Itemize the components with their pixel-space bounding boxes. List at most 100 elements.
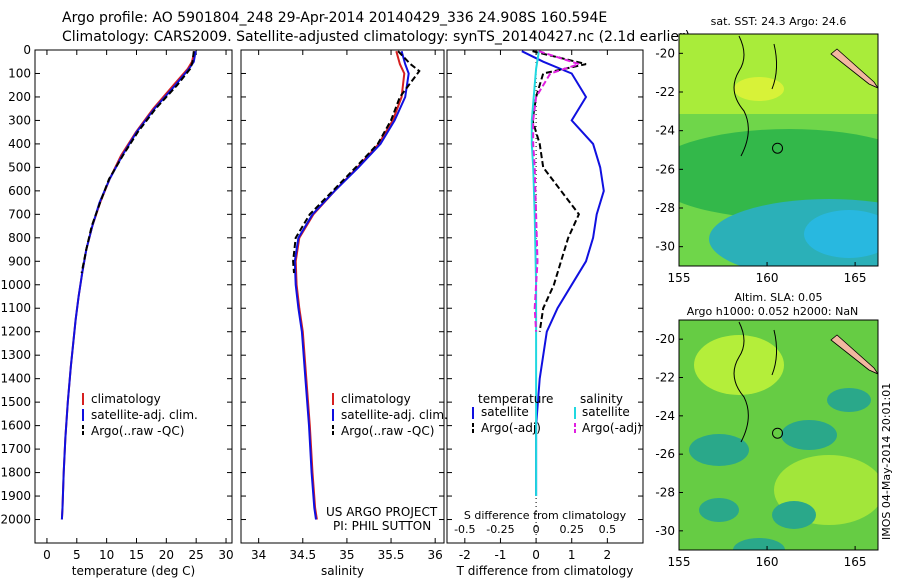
y-tick-label: 1400 <box>0 372 31 386</box>
y-tick-label: 1300 <box>0 348 31 362</box>
y-tick-label: 1100 <box>0 301 31 315</box>
sla-low-eddy <box>781 420 837 450</box>
sla-low-eddy <box>689 434 749 466</box>
map-y-tick-label: -22 <box>655 371 675 385</box>
x-tick-label: 0 <box>43 548 51 562</box>
sst-warm-band <box>679 34 878 114</box>
legend-label: satellite <box>582 405 630 419</box>
x-tick-label: 35.5 <box>378 548 405 562</box>
y-tick-label: 700 <box>8 207 31 221</box>
legend-label: Argo(-adj) <box>582 421 642 435</box>
map-y-tick-label: -22 <box>655 85 675 99</box>
legend-label: Argo(..raw -QC) <box>91 424 184 438</box>
x-tick-label: 0 <box>532 548 540 562</box>
sla-low-eddy <box>827 388 871 412</box>
legend-label: Argo(-adj) <box>481 421 541 435</box>
map-title: Altim. SLA: 0.05 <box>734 291 822 304</box>
y-tick-label: 200 <box>8 90 31 104</box>
y-tick-label: 1700 <box>0 442 31 456</box>
x-tick-label: 5 <box>73 548 81 562</box>
map-y-tick-label: -26 <box>655 162 675 176</box>
series-group <box>60 50 197 520</box>
y-tick-label: 100 <box>8 66 31 80</box>
sla-low-eddy <box>772 501 816 529</box>
x-tick-label: 15 <box>129 548 144 562</box>
sla-low-eddy <box>699 498 739 522</box>
map-y-tick-label: -24 <box>655 409 675 423</box>
map-y-tick-label: -28 <box>655 486 675 500</box>
land-mass <box>830 48 878 89</box>
map-panel-2: 155 160 165 -20 -22 -24 -26 -28 -30 Altim. SLA: 0… <box>655 291 879 569</box>
x2-axis-label: S difference from climatology <box>464 509 627 522</box>
series-line-argo--adj- <box>532 50 583 332</box>
bathymetry-contour <box>733 321 749 443</box>
map-y-tick-label: -26 <box>655 447 675 461</box>
chart-title-line1: Argo profile: AO 5901804_248 29-Apr-2014… <box>62 10 608 26</box>
y-tick-label: 900 <box>8 254 31 268</box>
map-x-tick-label: 165 <box>844 271 867 285</box>
pi-annotation: PI: PHIL SUTTON <box>333 519 431 533</box>
profile-panel-3: -2 -1 0 1 2 T difference from climatology -0.5… <box>446 49 644 578</box>
series-line-satellite-adj--clim- <box>293 50 410 520</box>
map-y-tick-label: -30 <box>655 240 675 254</box>
x2-tick-label: 0 <box>533 523 540 536</box>
x-tick-label: 20 <box>159 548 174 562</box>
map-frame <box>678 33 879 267</box>
panel-frame <box>240 49 445 544</box>
x-axis-label: salinity <box>321 564 364 578</box>
map-y-tick-label: -20 <box>655 46 675 60</box>
legend-label: climatology <box>341 392 411 406</box>
y-tick-label: 1600 <box>0 419 31 433</box>
map-x-tick-label: 160 <box>756 555 779 569</box>
legend-header: salinity <box>580 392 623 406</box>
profile-panel-2: 34 34.5 35 35.5 36 salinity climatology satelli… <box>240 49 448 578</box>
y-tick-label: 1900 <box>0 489 31 503</box>
series-line-satellite <box>530 51 540 496</box>
x-tick-label: 35 <box>339 548 354 562</box>
sla-high-patch <box>694 335 784 395</box>
x-tick-label: 30 <box>218 548 233 562</box>
bathymetry-contour <box>771 329 778 376</box>
series-line-satellite <box>521 50 605 496</box>
float-location-marker <box>772 142 784 154</box>
panel-frame <box>446 49 644 544</box>
x2-tick-label: 0.5 <box>599 523 617 536</box>
x-tick-label: 1 <box>568 548 576 562</box>
sst-cold-patch <box>804 210 878 258</box>
map-y-tick-label: -30 <box>655 524 675 538</box>
sst-yellow-patch <box>734 77 784 101</box>
series-group <box>292 50 421 520</box>
y-tick-label: 1200 <box>0 325 31 339</box>
y-tick-label: 400 <box>8 137 31 151</box>
map-field <box>679 34 878 266</box>
land-mass <box>830 334 878 375</box>
panel-frame <box>34 49 233 544</box>
map-x-tick-label: 160 <box>756 271 779 285</box>
map-frame <box>678 319 879 551</box>
legend-label: Argo(..raw -QC) <box>341 424 434 438</box>
map-x-tick-label: 155 <box>668 271 691 285</box>
legend-label: satellite <box>481 405 529 419</box>
y-tick-label: 0 <box>23 43 31 57</box>
x2-tick-label: 0.25 <box>559 523 584 536</box>
legend-label: satellite-adj. clim. <box>91 408 198 422</box>
legend-label: climatology <box>91 392 161 406</box>
x-tick-label: 36 <box>428 548 443 562</box>
float-location-marker <box>772 427 784 439</box>
y-tick-label: 600 <box>8 184 31 198</box>
y-tick-label: 300 <box>8 113 31 127</box>
timestamp-stamp: IMOS 04-May-2014 20:01:01 <box>880 382 893 540</box>
map-field <box>679 320 878 550</box>
map-y-tick-label: -24 <box>655 124 675 138</box>
map-y-tick-label: -28 <box>655 201 675 215</box>
sst-mid-band <box>679 129 878 219</box>
y-tick-label: 800 <box>8 231 31 245</box>
x-tick-label: 25 <box>189 548 204 562</box>
x2-tick-label: -0.25 <box>486 523 514 536</box>
bathymetry-contour <box>733 35 749 157</box>
y-tick-label: 2000 <box>0 513 31 527</box>
project-annotation: US ARGO PROJECT <box>326 505 438 519</box>
series-line-argo---raw--qc- <box>80 51 195 274</box>
map-panel-1: 155 160 165 -20 -22 -24 -26 -28 -30 sat. SST: 24.… <box>655 15 879 285</box>
